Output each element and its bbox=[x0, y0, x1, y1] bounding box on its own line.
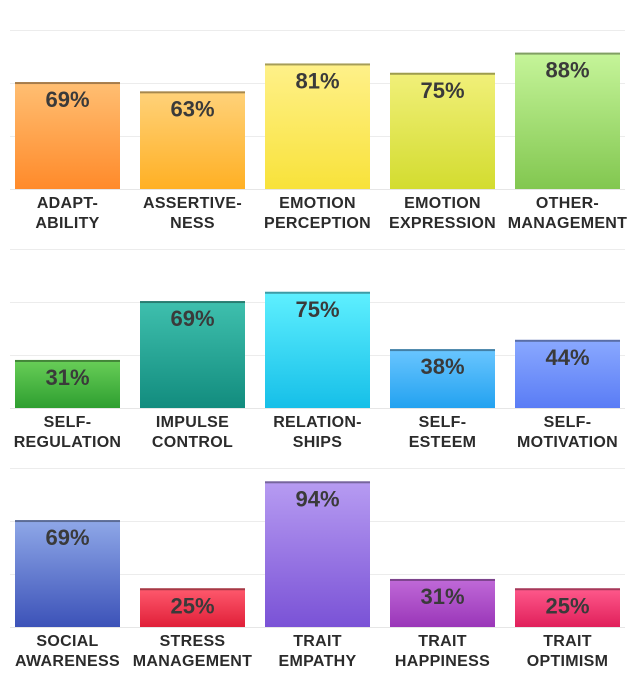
bar-top-edge bbox=[265, 63, 370, 66]
value-label-assertiveness: 63% bbox=[170, 96, 214, 121]
bar-assertiveness bbox=[140, 91, 245, 189]
category-label-other-management: OTHER- MANAGEMENT bbox=[508, 195, 627, 232]
category-label-line: ADAPT- bbox=[37, 195, 98, 212]
category-label-assertiveness: ASSERTIVE- NESS bbox=[143, 195, 242, 232]
bar-relationships bbox=[265, 291, 370, 408]
category-label-line: OTHER- bbox=[536, 195, 599, 212]
category-label-line: EMOTION bbox=[279, 195, 356, 212]
category-label-line: ESTEEM bbox=[409, 434, 477, 451]
labels: 69% ADAPT- ABILITY 63% ASSERTIVE- NESS 81% EMOT… bbox=[14, 58, 627, 670]
bar-top-edge bbox=[390, 349, 495, 352]
value-label-emotion-expression: 75% bbox=[420, 78, 464, 103]
value-label-self-motivation: 44% bbox=[545, 345, 589, 370]
category-label-line: MANAGEMENT bbox=[133, 653, 252, 670]
bar-top-edge bbox=[390, 72, 495, 75]
bar-top-edge bbox=[15, 82, 120, 85]
category-label-self-esteem: SELF- ESTEEM bbox=[409, 414, 477, 451]
category-label-line: TRAIT bbox=[293, 633, 342, 650]
category-label-self-regulation: SELF- REGULATION bbox=[14, 414, 122, 451]
bar-stress-management bbox=[140, 588, 245, 627]
bar-emotion-perception bbox=[265, 63, 370, 190]
bar-social-awareness bbox=[15, 520, 120, 627]
bar-trait-happiness bbox=[390, 578, 495, 627]
bar-adaptability bbox=[15, 82, 120, 189]
category-label-line: OPTIMISM bbox=[527, 653, 609, 670]
category-label-line: CONTROL bbox=[152, 434, 233, 451]
category-label-line: TRAIT bbox=[418, 633, 467, 650]
bar-top-edge bbox=[15, 359, 120, 362]
category-label-emotion-perception: EMOTION PERCEPTION bbox=[264, 195, 371, 232]
category-label-social-awareness: SOCIAL AWARENESS bbox=[15, 633, 120, 670]
category-label-trait-optimism: TRAIT OPTIMISM bbox=[527, 633, 609, 670]
value-label-stress-management: 25% bbox=[170, 593, 214, 618]
category-label-line: RELATION- bbox=[273, 414, 362, 431]
category-label-line: NESS bbox=[170, 215, 215, 232]
category-label-trait-empathy: TRAIT EMPATHY bbox=[279, 633, 357, 670]
category-label-emotion-expression: EMOTION EXPRESSION bbox=[389, 195, 496, 232]
category-label-line: ABILITY bbox=[35, 215, 99, 232]
bar-other-management bbox=[515, 52, 620, 189]
category-label-line: EMOTION bbox=[404, 195, 481, 212]
value-label-adaptability: 69% bbox=[45, 87, 89, 112]
value-label-social-awareness: 69% bbox=[45, 525, 89, 550]
bar-top-edge bbox=[515, 339, 620, 342]
category-label-line: EXPRESSION bbox=[389, 215, 496, 232]
category-label-trait-happiness: TRAIT HAPPINESS bbox=[395, 633, 490, 670]
value-label-other-management: 88% bbox=[545, 58, 589, 83]
category-label-self-motivation: SELF- MOTIVATION bbox=[517, 414, 618, 451]
bar-emotion-expression bbox=[390, 72, 495, 189]
category-label-line: TRAIT bbox=[543, 633, 592, 650]
category-label-line: ASSERTIVE- bbox=[143, 195, 242, 212]
value-label-self-regulation: 31% bbox=[45, 365, 89, 390]
category-label-line: SELF- bbox=[44, 414, 92, 431]
category-label-line: SELF- bbox=[544, 414, 592, 431]
bar-top-edge bbox=[515, 52, 620, 55]
category-label-line: SELF- bbox=[419, 414, 467, 431]
value-label-trait-happiness: 31% bbox=[420, 584, 464, 609]
category-label-line: SHIPS bbox=[293, 434, 343, 451]
bar-top-edge bbox=[140, 301, 245, 304]
value-label-trait-optimism: 25% bbox=[545, 593, 589, 618]
category-label-relationships: RELATION- SHIPS bbox=[273, 414, 362, 451]
bar-top-edge bbox=[140, 588, 245, 591]
category-label-line: MANAGEMENT bbox=[508, 215, 627, 232]
bar-top-edge bbox=[15, 520, 120, 523]
bar-top-edge bbox=[265, 291, 370, 294]
bars bbox=[15, 52, 620, 627]
category-label-line: REGULATION bbox=[14, 434, 122, 451]
value-label-relationships: 75% bbox=[295, 297, 339, 322]
category-label-line: STRESS bbox=[160, 633, 226, 650]
bar-self-motivation bbox=[515, 339, 620, 408]
category-label-line: IMPULSE bbox=[156, 414, 229, 431]
category-label-adaptability: ADAPT- ABILITY bbox=[35, 195, 99, 232]
bar-trait-optimism bbox=[515, 588, 620, 627]
category-label-line: SOCIAL bbox=[36, 633, 98, 650]
bar-top-edge bbox=[515, 588, 620, 591]
bar-self-esteem bbox=[390, 349, 495, 408]
bar-impulse-control bbox=[140, 301, 245, 408]
category-label-line: HAPPINESS bbox=[395, 653, 490, 670]
category-label-impulse-control: IMPULSE CONTROL bbox=[152, 414, 233, 451]
category-label-line: EMPATHY bbox=[279, 653, 357, 670]
category-label-line: PERCEPTION bbox=[264, 215, 371, 232]
value-label-self-esteem: 38% bbox=[420, 354, 464, 379]
bar-top-edge bbox=[140, 91, 245, 94]
bar-self-regulation bbox=[15, 359, 120, 408]
bar-top-edge bbox=[265, 481, 370, 484]
bar-trait-empathy bbox=[265, 481, 370, 627]
value-label-emotion-perception: 81% bbox=[295, 68, 339, 93]
category-label-stress-management: STRESS MANAGEMENT bbox=[133, 633, 252, 670]
bar-top-edge bbox=[390, 578, 495, 581]
value-label-impulse-control: 69% bbox=[170, 306, 214, 331]
category-label-line: AWARENESS bbox=[15, 653, 120, 670]
category-label-line: MOTIVATION bbox=[517, 434, 618, 451]
value-label-trait-empathy: 94% bbox=[295, 486, 339, 511]
